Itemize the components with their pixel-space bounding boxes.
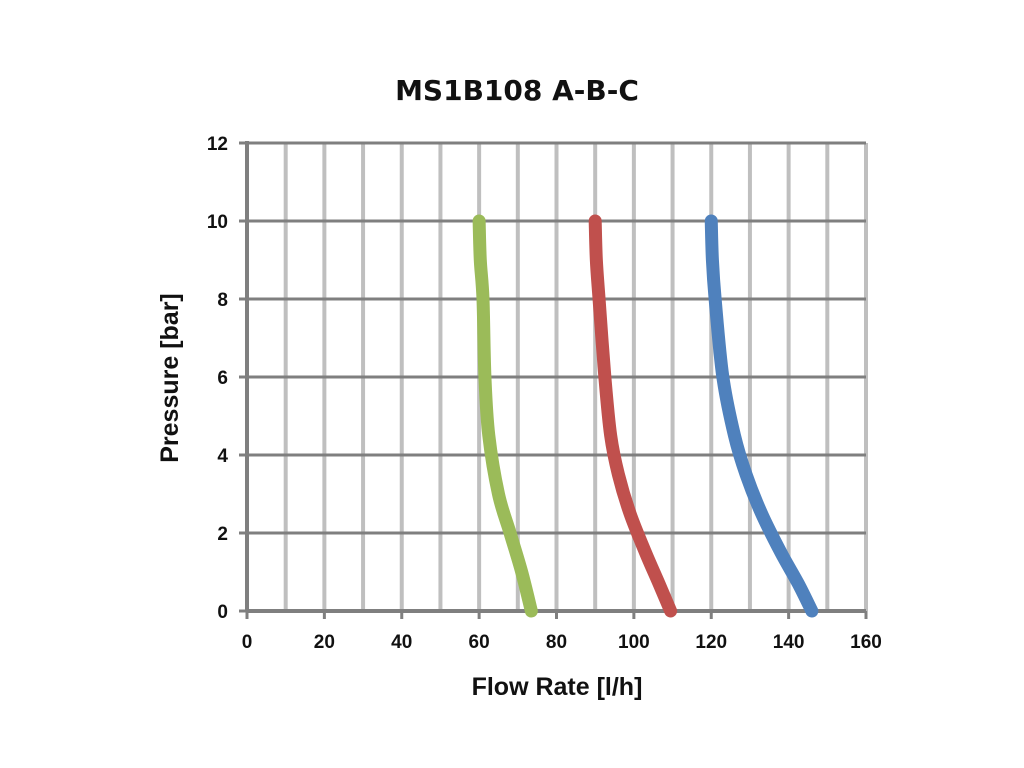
series-line-1 <box>472 214 538 618</box>
x-tick-label: 120 <box>695 632 727 653</box>
x-axis-label: Flow Rate [l/h] <box>472 673 643 701</box>
x-tick-label: 140 <box>773 632 805 653</box>
chart-title: MS1B108 A-B-C <box>395 74 639 107</box>
x-tick-label: 40 <box>391 632 412 653</box>
y-tick-label: 0 <box>217 602 228 623</box>
series-line-2 <box>588 214 678 618</box>
x-tick-label: 160 <box>850 632 882 653</box>
series-layer <box>472 214 819 618</box>
y-tick-label: 4 <box>217 446 228 467</box>
series-line-3 <box>704 214 819 618</box>
axes <box>239 141 868 619</box>
y-tick-label: 12 <box>207 134 228 155</box>
x-tick-label: 20 <box>314 632 335 653</box>
y-tick-label: 6 <box>217 368 228 389</box>
x-tick-label: 100 <box>618 632 650 653</box>
x-tick-label: 80 <box>546 632 567 653</box>
y-tick-label: 10 <box>207 212 228 233</box>
x-tick-label: 60 <box>469 632 490 653</box>
tick-labels: 0 20 40 60 80 100 120 140 160 0 2 4 6 8 10 12 <box>207 134 882 653</box>
y-tick-label: 8 <box>217 290 228 311</box>
y-tick-label: 2 <box>217 524 228 545</box>
y-axis-label: Pressure [bar] <box>156 293 184 463</box>
x-tick-label: 0 <box>242 632 253 653</box>
